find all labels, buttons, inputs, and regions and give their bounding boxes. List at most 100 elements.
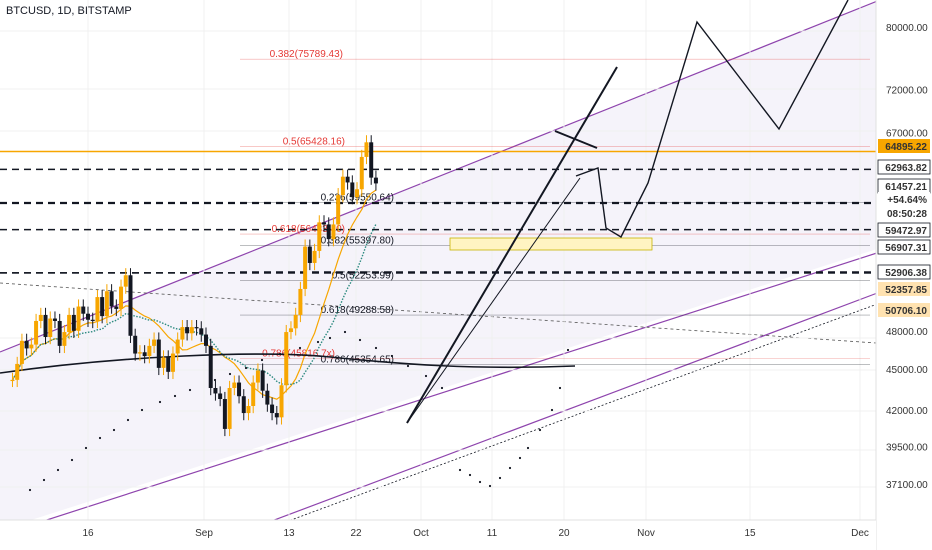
channel-outer-line [199, 291, 881, 549]
candle-body [218, 393, 223, 399]
candle-body [227, 387, 232, 429]
y-tick-label: 72000.00 [886, 86, 928, 97]
candle-body [265, 390, 270, 405]
sar-dot [566, 348, 570, 352]
sar-dot [526, 446, 530, 450]
sar-dot [244, 366, 248, 370]
demand-zone-box [449, 237, 653, 251]
price-tag-box [877, 222, 931, 238]
sar-dot [538, 428, 542, 432]
candle-body [185, 327, 190, 334]
sar-dot [424, 374, 428, 378]
candle-body [298, 288, 303, 315]
candle-body [123, 275, 128, 287]
sar-dot [508, 466, 512, 470]
candle-body [34, 320, 39, 345]
price-tag: 52906.38 [877, 264, 931, 280]
candle-body [199, 328, 204, 335]
price-tag-box [878, 192, 930, 206]
sar-dot [228, 372, 232, 376]
price-tag: 52357.85 [878, 282, 930, 296]
sar-dot [550, 408, 554, 412]
candle-body [232, 382, 237, 388]
candle-body [293, 314, 298, 329]
candle-body [166, 357, 171, 372]
candle-body [255, 370, 260, 383]
fib-label: 0.5(52253.99) [332, 270, 394, 281]
candle-body [57, 320, 62, 346]
sar-dot [84, 446, 88, 450]
candle-body [355, 189, 360, 198]
candle-body [322, 222, 326, 225]
sar-dot [112, 428, 116, 432]
price-tag-label: 61457.21 [885, 182, 927, 193]
sar-dot [316, 340, 320, 344]
x-tick-label: 20 [558, 528, 570, 539]
channel-lower-line [0, 251, 881, 536]
x-tick-label: Nov [637, 528, 655, 539]
sar-dot [374, 346, 378, 350]
candle-body [38, 314, 43, 321]
candle-body [336, 195, 341, 225]
trendline-lower [406, 177, 581, 424]
candle-body [364, 142, 369, 157]
sar-dot [390, 354, 394, 358]
candle-body [48, 318, 53, 338]
candle-body [340, 176, 345, 196]
price-tag-label: 08:50:28 [887, 209, 927, 220]
sar-dot [488, 484, 492, 488]
sar-dot [188, 388, 192, 392]
candle-body [260, 370, 265, 391]
price-tag: 50706.10 [878, 303, 930, 317]
sar-dot [98, 436, 102, 440]
sar-dot [440, 386, 444, 390]
sar-dot [458, 468, 462, 472]
candle-body [109, 291, 114, 307]
sar-dot [358, 338, 362, 342]
sar-dot [70, 458, 74, 462]
sar-dot [42, 478, 46, 482]
candle-body [137, 352, 142, 354]
sar-dot [28, 488, 32, 492]
candle-body [81, 306, 86, 314]
price-tag: 64895.22 [878, 139, 930, 153]
candle-body [303, 246, 308, 289]
sar-dot [56, 468, 60, 472]
trendline-upper [406, 66, 618, 424]
candle-body [208, 345, 213, 388]
fib-label: 0.618(49288.58) [321, 305, 394, 316]
x-tick-label: Oct [413, 528, 429, 539]
sar-dot [140, 408, 144, 412]
candle-body [90, 319, 95, 321]
candle-body [100, 297, 105, 317]
sar-dots [28, 330, 570, 492]
price-tag-label: 59472.97 [885, 226, 927, 237]
candle-body [345, 176, 350, 183]
price-tag: 08:50:28 [878, 206, 930, 220]
sar-dot [213, 378, 217, 382]
candle-body [288, 328, 293, 333]
price-tag-label: 52906.38 [885, 268, 927, 279]
candle-body [170, 353, 175, 372]
ema-short-line [11, 189, 377, 400]
trendline-top-flag [554, 130, 598, 149]
candle-body [241, 396, 246, 414]
sar-dot [406, 364, 410, 368]
price-tag-box [878, 206, 930, 220]
price-tag: +54.64% [878, 192, 930, 206]
candle-body [156, 339, 161, 368]
price-tag-label: +54.64% [887, 195, 927, 206]
candle-body [359, 156, 364, 190]
candle-body [62, 332, 67, 346]
candle-body [331, 224, 336, 240]
x-tick-label: Dec [851, 528, 869, 539]
price-tag-box [878, 303, 930, 317]
candle-body [19, 340, 24, 364]
chart-title: BTCUSD, 1D, BITSTAMP [6, 5, 132, 17]
price-tag-box [878, 282, 930, 296]
time-axis-background [0, 520, 876, 550]
sar-dot [126, 418, 130, 422]
candle-body [369, 142, 374, 178]
